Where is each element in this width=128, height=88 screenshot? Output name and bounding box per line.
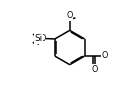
Text: Si: Si <box>34 34 42 43</box>
Text: O: O <box>91 65 97 74</box>
Text: O: O <box>67 11 73 20</box>
Text: O: O <box>102 51 108 60</box>
Text: O: O <box>39 34 46 43</box>
